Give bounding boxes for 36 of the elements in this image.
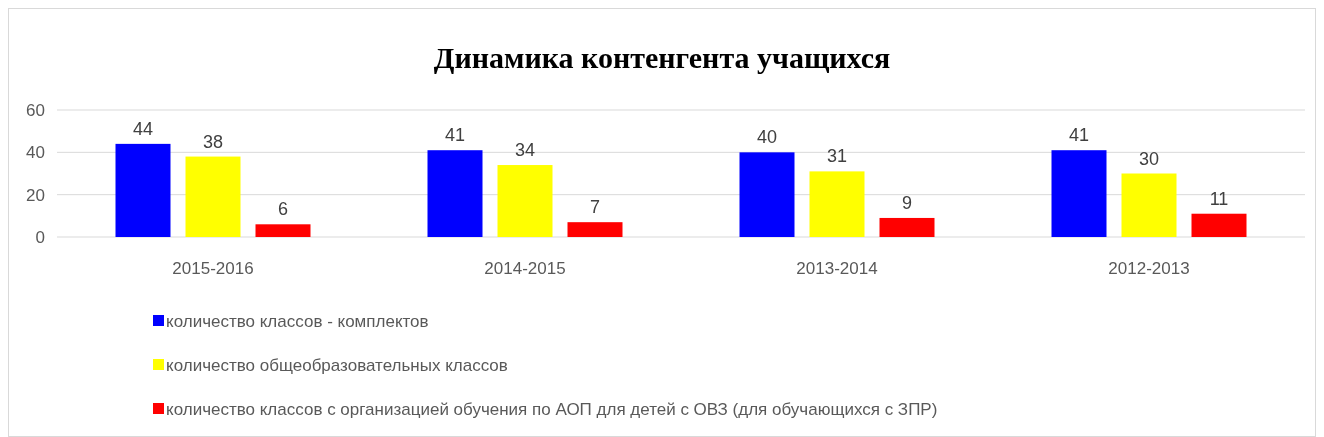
bar xyxy=(1121,173,1177,237)
data-label: 31 xyxy=(826,146,848,167)
y-tick-label: 40 xyxy=(26,143,45,163)
bar xyxy=(427,150,483,237)
bar xyxy=(497,165,553,237)
data-label: 6 xyxy=(277,199,289,220)
data-label: 40 xyxy=(756,127,778,148)
x-tick-label: 2013-2014 xyxy=(796,258,878,278)
data-label: 38 xyxy=(202,131,224,152)
data-label: 44 xyxy=(132,118,154,139)
bar xyxy=(567,222,623,237)
data-label: 30 xyxy=(1138,148,1160,169)
bar xyxy=(1191,213,1247,237)
data-label: 7 xyxy=(589,197,601,218)
legend-label: количество общеобразовательных классов xyxy=(166,355,508,375)
bar xyxy=(739,152,795,237)
x-tick-label: 2012-2013 xyxy=(1108,258,1190,278)
y-tick-label: 20 xyxy=(26,185,45,205)
data-label: 34 xyxy=(514,140,536,161)
data-label: 41 xyxy=(444,125,466,146)
bar xyxy=(255,224,311,237)
bar xyxy=(1051,150,1107,237)
x-tick-label: 2015-2016 xyxy=(172,258,254,278)
legend-label: количество классов - комплектов xyxy=(166,311,429,331)
legend-label: количество классов с организацией обучения по АОП для детей с ОВЗ (для обучающихся с ЗПР) xyxy=(166,399,938,419)
y-tick-label: 0 xyxy=(35,227,45,247)
y-tick-label: 60 xyxy=(26,100,45,120)
data-label: 9 xyxy=(901,192,913,213)
chart-title: Динамика контенгента учащихся xyxy=(433,41,891,74)
data-label: 41 xyxy=(1068,125,1090,146)
data-label: 11 xyxy=(1209,188,1229,209)
x-tick-label: 2014-2015 xyxy=(484,258,566,278)
bar xyxy=(115,143,171,237)
bar xyxy=(185,156,241,237)
bar xyxy=(879,217,935,237)
bar xyxy=(809,171,865,237)
